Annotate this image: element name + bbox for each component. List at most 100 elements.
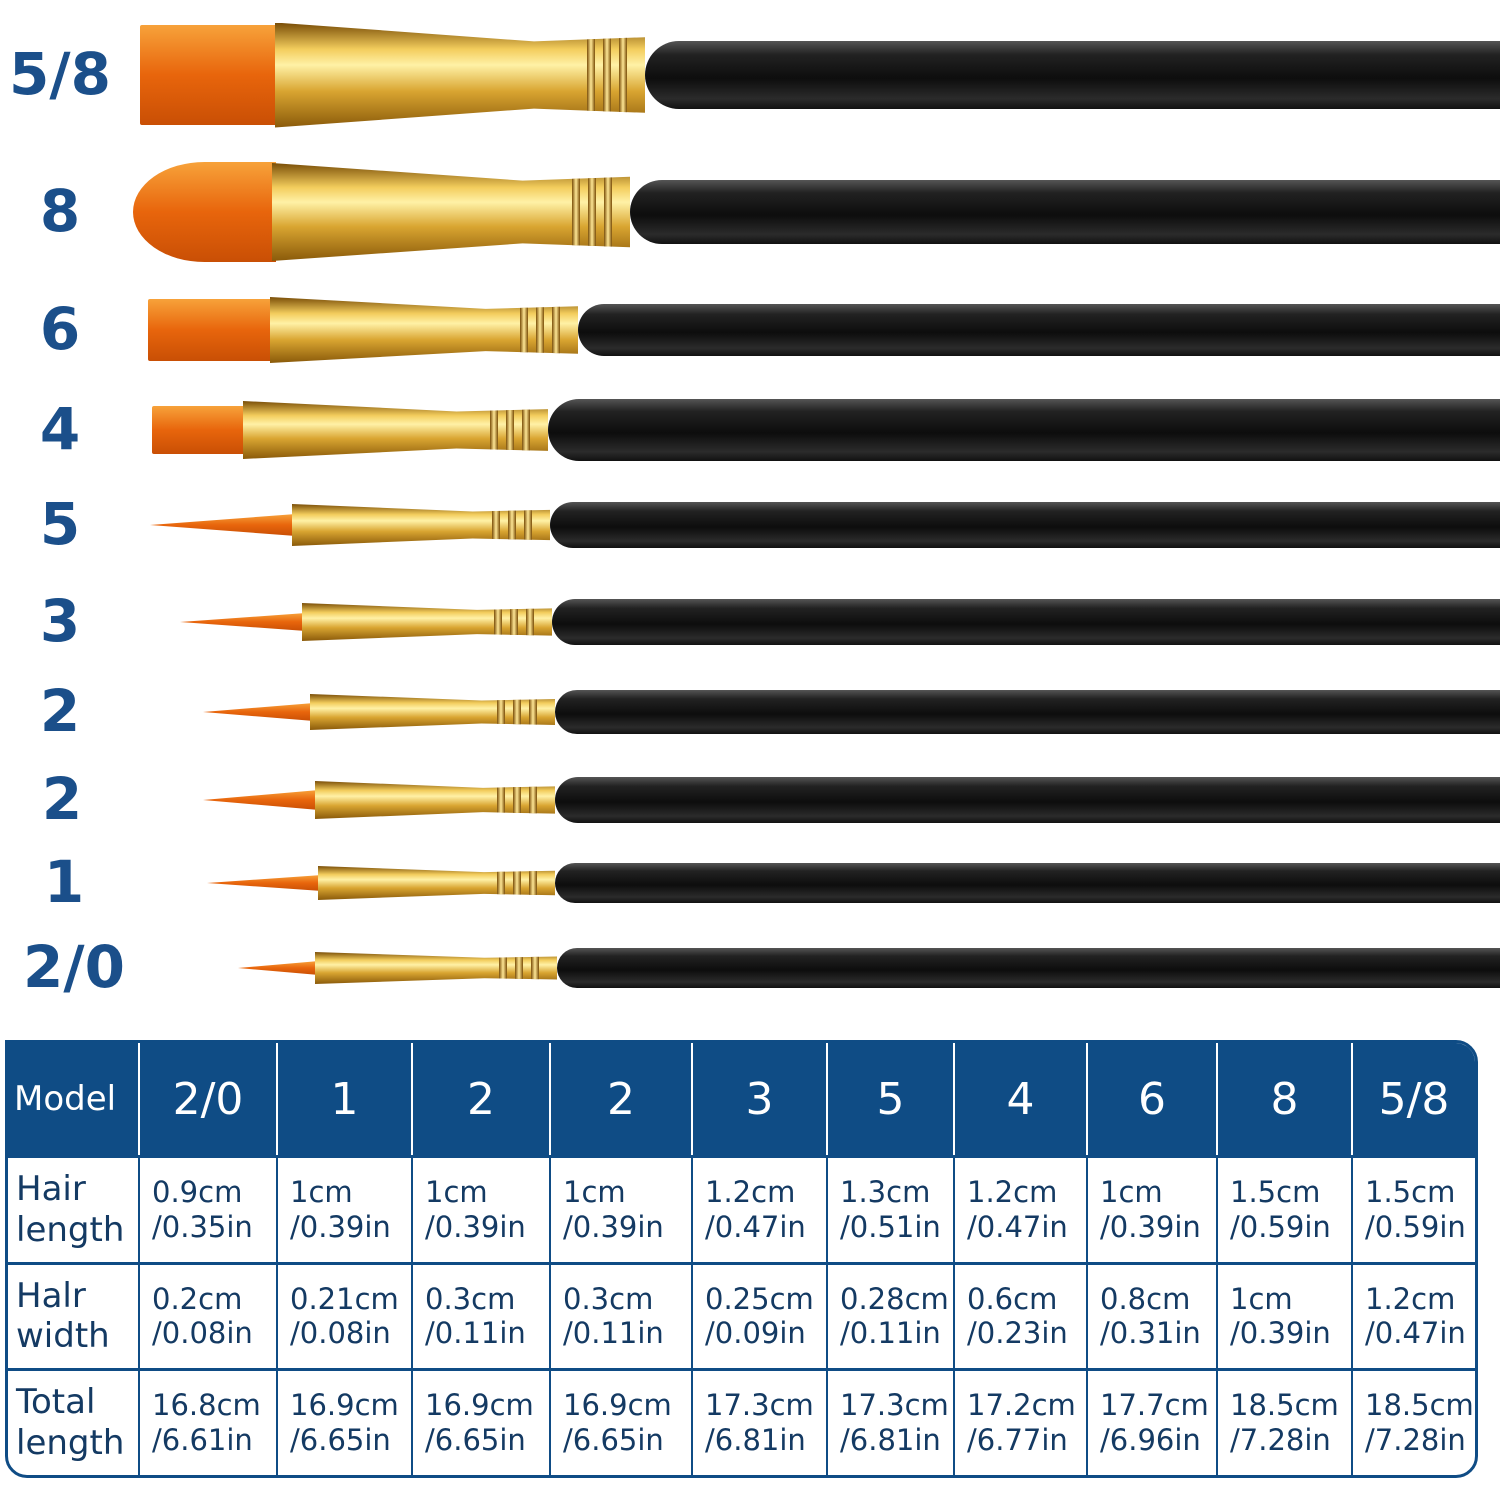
ferrule-crimp [508, 504, 516, 546]
spec-cell: 0.6cm/0.23in [955, 1261, 1088, 1369]
black-handle [578, 304, 1500, 356]
metal-ferrule [315, 952, 557, 984]
model-header-cell: 2/0 [140, 1043, 278, 1155]
row-label-line: Hair [16, 1169, 86, 1210]
ferrule-crimp [492, 504, 500, 546]
spec-cell: 0.28cm/0.11in [828, 1261, 955, 1369]
spec-cell: 0.8cm/0.31in [1088, 1261, 1218, 1369]
value-inches: /0.08in [152, 1316, 253, 1351]
value-cm: 0.2cm [152, 1281, 243, 1316]
value-cm: 1.5cm [1365, 1175, 1456, 1210]
spec-cell: 0.25cm/0.09in [693, 1261, 828, 1369]
metal-ferrule [318, 866, 555, 900]
spec-cell: 18.5cm/7.28in [1353, 1368, 1475, 1475]
value-inches: /0.11in [840, 1316, 941, 1351]
value-cm: 1.3cm [840, 1175, 931, 1210]
spec-cell: 1.3cm/0.51in [828, 1155, 955, 1262]
value-inches: /7.28in [1365, 1423, 1466, 1458]
ferrule-crimp [522, 401, 530, 459]
value-inches: /0.39in [1100, 1209, 1201, 1244]
black-handle [552, 599, 1500, 645]
value-inches: /0.39in [425, 1209, 526, 1244]
ferrule-crimp [619, 22, 627, 128]
spec-cell: 16.9cm/6.65in [551, 1368, 693, 1475]
ferrule-crimp [506, 401, 514, 459]
black-handle [555, 777, 1500, 823]
ferrule-crimp [603, 22, 611, 128]
value-inches: /0.11in [563, 1316, 664, 1351]
value-inches: /0.59in [1365, 1209, 1466, 1244]
ferrule-crimp [529, 694, 537, 730]
black-handle [555, 690, 1500, 734]
value-cm: 1.5cm [1230, 1175, 1321, 1210]
header-model-label: Model [8, 1043, 140, 1155]
model-header-cell: 3 [693, 1043, 828, 1155]
ferrule-crimp [494, 603, 502, 641]
value-cm: 16.9cm [290, 1388, 399, 1423]
spec-cell: 1cm/0.39in [551, 1155, 693, 1262]
value-cm: 0.8cm [1100, 1281, 1191, 1316]
black-handle [557, 948, 1500, 988]
value-cm: 17.3cm [840, 1388, 949, 1423]
value-inches: /0.09in [705, 1316, 806, 1351]
ferrule-crimp [529, 781, 537, 819]
row-label-line: Total [16, 1382, 96, 1423]
model-header-cell: 4 [955, 1043, 1088, 1155]
value-inches: /0.35in [152, 1209, 253, 1244]
value-cm: 1cm [425, 1175, 488, 1210]
brush-size-label: 2 [41, 765, 83, 833]
spec-cell: 17.3cm/6.81in [828, 1368, 955, 1475]
metal-ferrule [315, 781, 555, 819]
brush-size-label: 6 [39, 295, 81, 363]
ferrule-crimp [536, 297, 544, 363]
brush-size-label: 4 [39, 395, 81, 463]
bristle-tip [238, 961, 319, 975]
metal-ferrule [272, 163, 630, 261]
ferrule-crimp [515, 952, 523, 984]
spec-cell: 1cm/0.39in [1088, 1155, 1218, 1262]
value-cm: 18.5cm [1365, 1388, 1474, 1423]
row-label-line: width [16, 1316, 110, 1357]
value-cm: 18.5cm [1230, 1388, 1339, 1423]
ferrule-crimp [499, 952, 507, 984]
black-handle [630, 180, 1500, 244]
value-cm: 17.3cm [705, 1388, 814, 1423]
value-inches: /0.31in [1100, 1316, 1201, 1351]
brush-size-label: 2 [39, 677, 81, 745]
spec-cell: 1.2cm/0.47in [693, 1155, 828, 1262]
value-inches: /0.47in [705, 1209, 806, 1244]
value-inches: /0.39in [1230, 1316, 1331, 1351]
row-label: Hair length [8, 1155, 140, 1262]
ferrule-crimp [513, 694, 521, 730]
model-header-cell: 1 [278, 1043, 413, 1155]
value-cm: 1cm [1100, 1175, 1163, 1210]
ferrule-crimp [510, 603, 518, 641]
model-header-cell: 5 [828, 1043, 955, 1155]
value-inches: /6.61in [152, 1423, 253, 1458]
value-cm: 0.3cm [563, 1281, 654, 1316]
row-label-line: length [16, 1209, 125, 1250]
spec-cell: 16.9cm/6.65in [413, 1368, 551, 1475]
bristle-tip [150, 514, 296, 536]
row-label-line: length [16, 1423, 125, 1464]
ferrule-crimp [526, 603, 534, 641]
ferrule-crimp [497, 866, 505, 900]
bristle-tip [203, 703, 314, 721]
value-cm: 0.25cm [705, 1281, 814, 1316]
ferrule-crimp [497, 781, 505, 819]
table-row: Total length 16.8cm/6.61in 16.9cm/6.65in 16.… [8, 1368, 1475, 1475]
value-cm: 1cm [1230, 1281, 1293, 1316]
row-label: Halr width [8, 1261, 140, 1369]
spec-cell: 1.2cm/0.47in [955, 1155, 1088, 1262]
ferrule-crimp [524, 504, 532, 546]
ferrule-crimp [490, 401, 498, 459]
value-inches: /6.65in [290, 1423, 391, 1458]
bristle-tip [148, 299, 274, 361]
model-header-cell: 8 [1218, 1043, 1353, 1155]
value-cm: 17.2cm [967, 1388, 1076, 1423]
value-inches: /7.28in [1230, 1423, 1331, 1458]
value-inches: /0.47in [967, 1209, 1068, 1244]
ferrule-crimp [588, 163, 596, 261]
model-header-cell: 5/8 [1353, 1043, 1475, 1155]
spec-cell: 1.5cm/0.59in [1218, 1155, 1353, 1262]
